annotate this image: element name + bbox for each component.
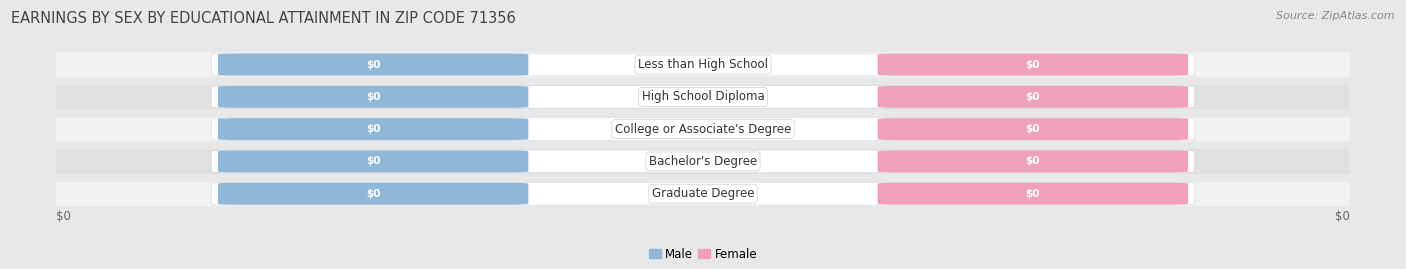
Text: $0: $0 xyxy=(1025,92,1040,102)
FancyBboxPatch shape xyxy=(218,150,529,172)
FancyBboxPatch shape xyxy=(218,54,529,76)
FancyBboxPatch shape xyxy=(218,118,529,140)
Bar xyxy=(56,85,1350,109)
Text: $0: $0 xyxy=(1025,156,1040,167)
FancyBboxPatch shape xyxy=(218,86,529,108)
Text: $0: $0 xyxy=(1334,210,1350,224)
FancyBboxPatch shape xyxy=(211,86,1195,108)
Text: $0: $0 xyxy=(366,59,381,70)
Text: $0: $0 xyxy=(366,92,381,102)
Text: $0: $0 xyxy=(56,210,72,224)
FancyBboxPatch shape xyxy=(877,54,1188,76)
FancyBboxPatch shape xyxy=(877,118,1188,140)
FancyBboxPatch shape xyxy=(211,150,1195,173)
Text: Source: ZipAtlas.com: Source: ZipAtlas.com xyxy=(1277,11,1395,21)
FancyBboxPatch shape xyxy=(211,53,1195,76)
Text: High School Diploma: High School Diploma xyxy=(641,90,765,103)
Text: $0: $0 xyxy=(366,156,381,167)
Text: $0: $0 xyxy=(366,189,381,199)
FancyBboxPatch shape xyxy=(211,182,1195,205)
Text: College or Associate's Degree: College or Associate's Degree xyxy=(614,123,792,136)
Text: $0: $0 xyxy=(1025,189,1040,199)
Text: Bachelor's Degree: Bachelor's Degree xyxy=(650,155,756,168)
Text: EARNINGS BY SEX BY EDUCATIONAL ATTAINMENT IN ZIP CODE 71356: EARNINGS BY SEX BY EDUCATIONAL ATTAINMEN… xyxy=(11,11,516,26)
FancyBboxPatch shape xyxy=(877,86,1188,108)
FancyBboxPatch shape xyxy=(218,183,529,205)
Text: $0: $0 xyxy=(1025,59,1040,70)
Bar xyxy=(56,117,1350,141)
FancyBboxPatch shape xyxy=(877,183,1188,205)
Bar xyxy=(56,149,1350,174)
Text: Less than High School: Less than High School xyxy=(638,58,768,71)
FancyBboxPatch shape xyxy=(211,118,1195,140)
Bar xyxy=(56,52,1350,77)
Text: $0: $0 xyxy=(366,124,381,134)
Text: Graduate Degree: Graduate Degree xyxy=(652,187,754,200)
Legend: Male, Female: Male, Female xyxy=(644,243,762,265)
FancyBboxPatch shape xyxy=(877,150,1188,172)
Bar xyxy=(56,182,1350,206)
Text: $0: $0 xyxy=(1025,124,1040,134)
